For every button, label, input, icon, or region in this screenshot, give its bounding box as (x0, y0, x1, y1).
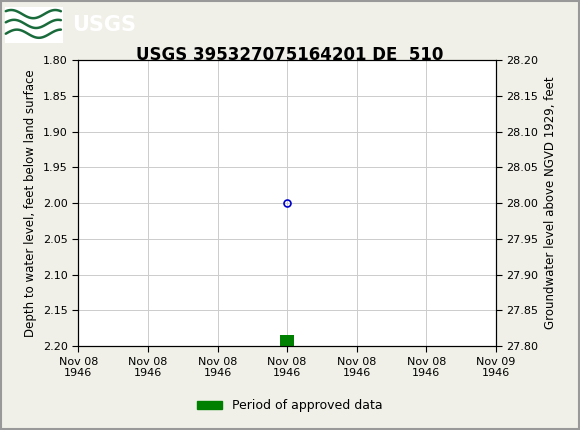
Bar (280, 335, 294, 346)
Y-axis label: Depth to water level, feet below land surface: Depth to water level, feet below land su… (24, 69, 38, 337)
Legend: Period of approved data: Period of approved data (192, 394, 388, 417)
Text: USGS: USGS (72, 15, 136, 35)
Y-axis label: Groundwater level above NGVD 1929, feet: Groundwater level above NGVD 1929, feet (544, 77, 557, 329)
Bar (5, 7, 63, 43)
Text: USGS 395327075164201 DE  510: USGS 395327075164201 DE 510 (136, 46, 444, 64)
